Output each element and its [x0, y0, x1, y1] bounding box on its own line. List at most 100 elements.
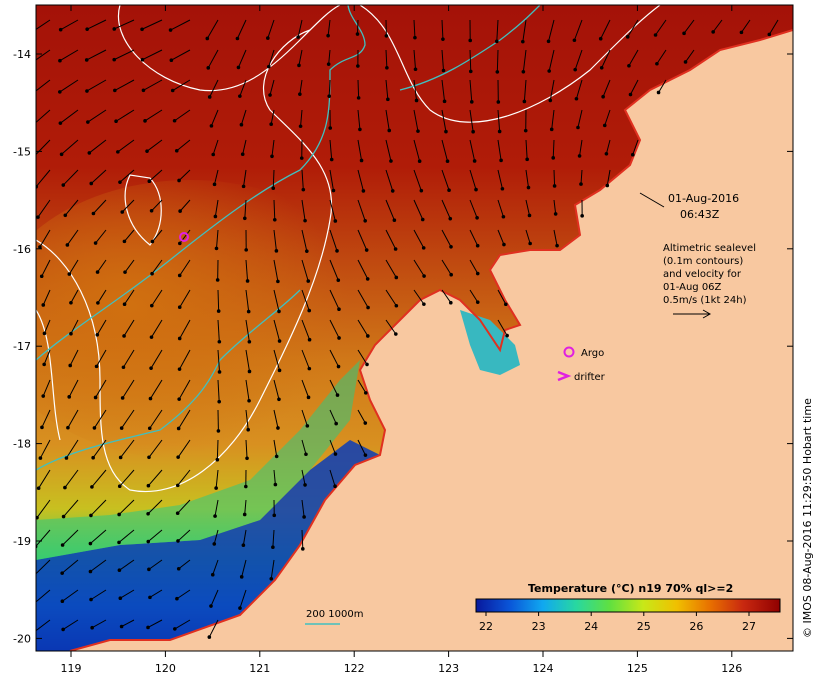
velocity-arrow: [237, 49, 247, 68]
velocity-arrow: [741, 19, 751, 33]
velocity-arrow-head: [307, 366, 312, 371]
latitude-axis: -14 -15 -16 -17 -18 -19 -20: [13, 48, 793, 645]
velocity-arrow-head: [88, 569, 93, 574]
velocity-arrow-head: [499, 158, 503, 163]
velocity-arrow-head: [143, 119, 147, 123]
velocity-arrow-head: [298, 92, 302, 96]
velocity-arrow-head: [168, 28, 173, 32]
velocity-arrow: [301, 169, 304, 190]
velocity-arrow: [329, 469, 336, 487]
velocity-arrow: [41, 259, 51, 277]
velocity-arrow-head: [475, 243, 480, 248]
velocity-arrow: [441, 199, 451, 219]
colorbar-tick-label: 24: [584, 620, 598, 633]
velocity-arrow: [301, 469, 306, 485]
velocity-arrow: [63, 499, 79, 517]
velocity-arrow-head: [526, 185, 531, 190]
velocity-arrow: [329, 259, 339, 281]
velocity-arrow: [385, 139, 392, 162]
velocity-arrow: [118, 529, 135, 543]
velocity-arrow: [214, 499, 219, 517]
velocity-arrow: [574, 49, 583, 70]
velocity-arrow-head: [336, 278, 341, 283]
velocity-arrow: [171, 49, 191, 61]
velocity-arrow: [62, 529, 79, 546]
velocity-arrow-head: [217, 370, 222, 374]
velocity-arrow: [441, 49, 445, 71]
velocity-arrow-head: [576, 125, 580, 130]
velocity-arrows: [36, 19, 779, 639]
velocity-arrow-head: [331, 188, 336, 193]
sealevel-contour: [117, 5, 341, 92]
velocity-arrow-head: [41, 394, 46, 398]
velocity-arrow: [497, 199, 504, 217]
velocity-arrow-head: [236, 65, 241, 70]
altimetry-line5: 0.5m/s (1kt 24h): [663, 295, 747, 306]
velocity-arrow-head: [387, 128, 392, 133]
velocity-arrow-head: [579, 182, 583, 186]
bathy-200m: [36, 289, 301, 471]
velocity-arrow: [551, 109, 555, 130]
velocity-arrow: [149, 589, 163, 598]
velocity-arrow-head: [422, 302, 426, 306]
velocity-arrow-head: [598, 36, 603, 41]
velocity-arrow-head: [328, 126, 333, 130]
velocity-arrow-head: [416, 129, 420, 133]
velocity-arrow-head: [42, 331, 47, 336]
velocity-arrow-head: [683, 60, 688, 64]
velocity-arrow: [120, 439, 135, 458]
velocity-arrow: [41, 409, 51, 428]
velocity-arrow: [170, 19, 191, 31]
velocity-arrow-head: [238, 606, 242, 610]
velocity-arrow-head: [175, 483, 180, 488]
velocity-arrow: [215, 229, 219, 249]
velocity-arrow-head: [247, 339, 252, 344]
velocity-arrow-head: [123, 270, 127, 274]
velocity-arrow-head: [175, 596, 179, 601]
velocity-arrow: [115, 109, 135, 122]
velocity-arrow: [327, 19, 331, 36]
velocity-arrow-head: [277, 368, 282, 373]
velocity-arrow: [469, 259, 479, 274]
velocity-arrow: [148, 469, 163, 487]
lon-tick-label: 121: [249, 662, 270, 675]
velocity-arrow-head: [445, 159, 450, 164]
velocity-arrow-head: [422, 274, 426, 278]
velocity-arrow-head: [421, 246, 426, 250]
velocity-arrow: [69, 349, 79, 366]
velocity-arrow-head: [117, 512, 121, 517]
velocity-arrow-head: [242, 512, 247, 517]
velocity-arrow: [413, 49, 417, 70]
velocity-arrow: [441, 169, 450, 191]
velocity-arrow: [239, 589, 247, 609]
velocity-arrow: [299, 79, 303, 95]
velocity-arrow-head: [394, 303, 399, 308]
velocity-arrow-head: [577, 154, 582, 158]
velocity-arrow-head: [306, 395, 311, 400]
velocity-arrow: [96, 349, 107, 367]
velocity-arrow: [36, 139, 51, 156]
velocity-arrow: [385, 319, 397, 335]
velocity-arrow: [269, 79, 275, 96]
velocity-arrow-head: [333, 452, 338, 456]
colorbar: [475, 598, 781, 613]
velocity-arrow: [64, 199, 79, 216]
velocity-arrow: [329, 319, 340, 339]
velocity-arrow: [92, 439, 107, 459]
velocity-arrow-head: [42, 362, 46, 367]
velocity-arrow: [239, 79, 247, 97]
velocity-arrow: [272, 529, 275, 548]
velocity-arrow: [178, 169, 191, 181]
velocity-arrow-head: [599, 66, 604, 70]
velocity-arrow-head: [212, 182, 217, 187]
velocity-arrow-head: [414, 98, 419, 103]
velocity-arrow: [628, 49, 639, 67]
velocity-arrow-head: [119, 624, 124, 629]
velocity-arrow: [496, 49, 499, 72]
velocity-arrow-head: [329, 157, 334, 162]
velocity-arrow-head: [148, 396, 153, 401]
velocity-arrow: [267, 19, 275, 39]
velocity-arrow-head: [150, 271, 154, 276]
velocity-arrow-head: [118, 596, 123, 601]
velocity-arrow-head: [574, 96, 579, 101]
